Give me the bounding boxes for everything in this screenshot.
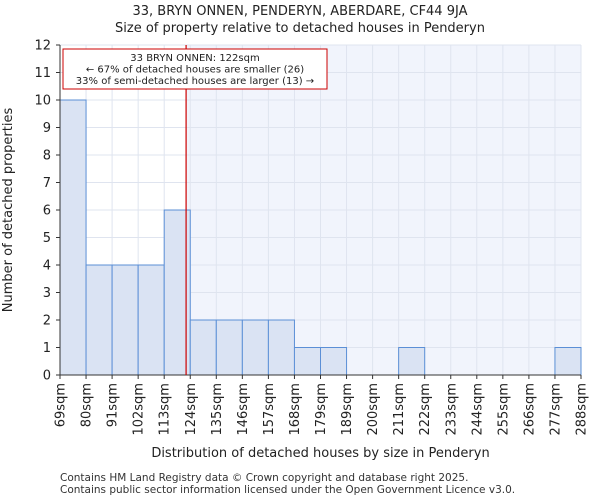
x-tick-label: 211sqm [392, 383, 407, 436]
histogram-bar [111, 264, 139, 376]
x-tick-label: 124sqm [184, 383, 199, 436]
x-tick-label: 146sqm [236, 383, 251, 436]
histogram-bar [189, 319, 217, 376]
x-tick-label: 288sqm [575, 383, 590, 436]
x-tick-label: 135sqm [210, 383, 225, 436]
annotation-smaller: ← 67% of detached houses are smaller (26… [86, 65, 304, 76]
histogram-bar [267, 319, 295, 376]
histogram-bar [241, 319, 269, 376]
y-tick-label: 8 [43, 149, 51, 164]
y-tick-label: 12 [34, 39, 51, 54]
x-tick-label: 69sqm [54, 383, 69, 427]
annotation-title: 33 BRYN ONNEN: 122sqm [130, 53, 259, 64]
x-axis-label: Distribution of detached houses by size … [151, 446, 489, 461]
x-tick-label: 189sqm [340, 383, 355, 436]
histogram-bar [554, 347, 582, 376]
y-tick-label: 5 [43, 231, 51, 246]
histogram-bar [398, 347, 426, 376]
y-axis-label: Number of detached properties [1, 108, 16, 313]
y-tick-label: 1 [43, 341, 51, 356]
histogram-bar [85, 264, 113, 376]
histogram-bar [293, 347, 322, 376]
footer-copyright: Contains HM Land Registry data © Crown c… [60, 472, 469, 484]
x-tick-label: 179sqm [314, 383, 329, 436]
footer-licence: Contains public sector information licen… [60, 484, 516, 496]
y-tick-label: 7 [43, 176, 51, 191]
x-tick-label: 244sqm [470, 383, 485, 436]
x-tick-label: 157sqm [262, 383, 277, 436]
x-tick-label: 113sqm [158, 383, 173, 436]
annotation-larger: 33% of semi-detached houses are larger (… [76, 76, 314, 87]
x-tick-label: 233sqm [444, 383, 459, 436]
x-tick-label: 80sqm [80, 383, 95, 427]
y-tick-label: 10 [34, 94, 51, 109]
histogram-bar [137, 264, 165, 376]
y-tick-label: 2 [43, 314, 51, 329]
y-tick-label: 0 [43, 369, 51, 384]
x-tick-label: 255sqm [496, 383, 511, 436]
y-tick-label: 4 [43, 259, 51, 274]
y-tick-label: 3 [43, 286, 51, 301]
y-tick-label: 11 [34, 66, 51, 81]
x-tick-label: 266sqm [522, 383, 537, 436]
x-tick-label: 277sqm [548, 383, 563, 436]
chart-subtitle: Size of property relative to detached ho… [115, 21, 485, 36]
x-tick-label: 222sqm [418, 383, 433, 436]
x-tick-label: 91sqm [106, 383, 121, 427]
histogram-bar [215, 319, 243, 376]
y-tick-label: 6 [43, 204, 51, 219]
annotation-box [62, 48, 328, 90]
histogram-bar [59, 99, 87, 376]
x-tick-label: 102sqm [132, 383, 147, 436]
histogram-bar [320, 347, 348, 376]
chart-title: 33, BRYN ONNEN, PENDERYN, ABERDARE, CF44… [132, 4, 468, 19]
x-tick-label: 168sqm [288, 383, 303, 436]
x-tick-label: 200sqm [366, 383, 381, 436]
y-tick-label: 9 [43, 121, 51, 136]
